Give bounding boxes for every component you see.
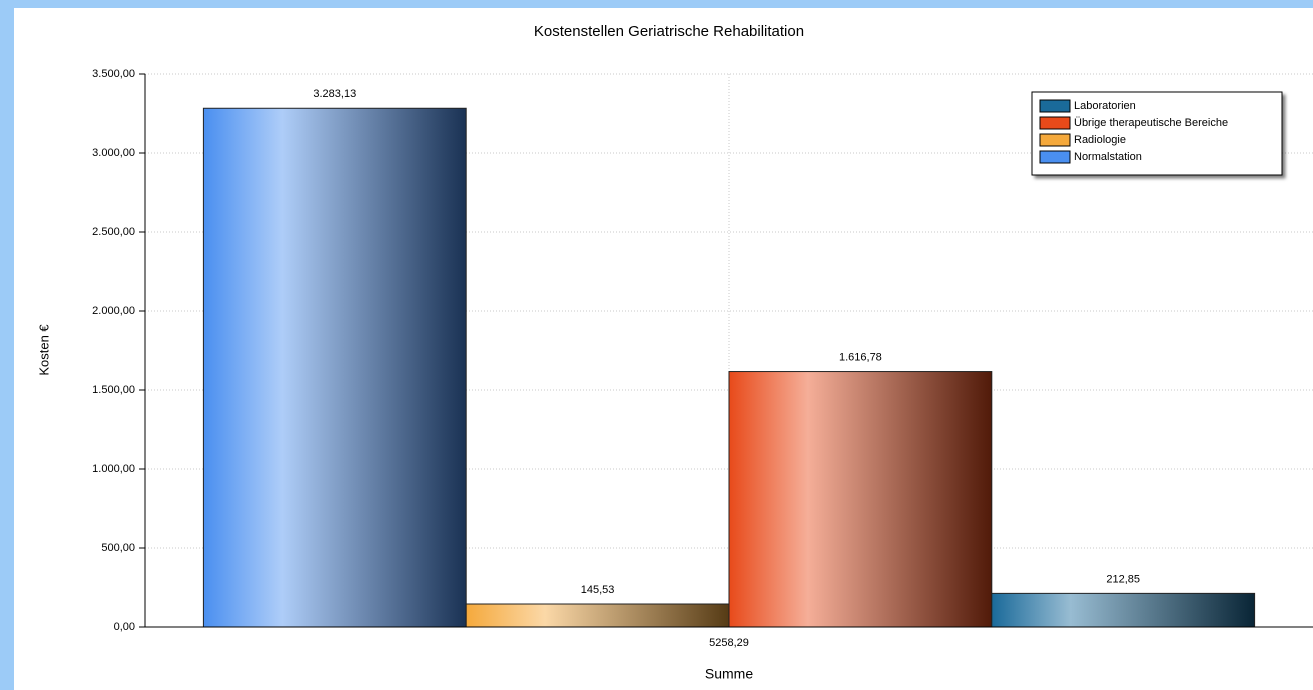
legend-swatch <box>1039 116 1071 130</box>
value-label: 212,85 <box>1106 573 1140 585</box>
value-label: 3.283,13 <box>313 88 356 100</box>
legend-swatch <box>1039 99 1071 113</box>
value-label: 1.616,78 <box>839 351 882 363</box>
y-tick-label: 0,00 <box>114 621 135 633</box>
legend-label: Normalstation <box>1074 151 1142 163</box>
value-label: 145,53 <box>581 584 615 596</box>
bar <box>991 592 1256 628</box>
y-tick-label: 3.000,00 <box>92 147 135 159</box>
y-tick-label: 2.500,00 <box>92 226 135 238</box>
legend-label: Übrige therapeutische Bereiche <box>1074 117 1228 129</box>
y-axis-label: Kosten € <box>36 324 51 376</box>
legend-label: Radiologie <box>1074 134 1126 146</box>
chart-title: Kostenstellen Geriatrische Rehabilitatio… <box>534 23 804 40</box>
bar <box>202 107 467 628</box>
legend-label: Laboratorien <box>1074 100 1136 112</box>
legend-swatch <box>1039 133 1071 147</box>
legend-swatch <box>1039 150 1071 164</box>
y-tick-label: 500,00 <box>101 542 135 554</box>
bar <box>728 371 993 628</box>
y-tick-label: 2.000,00 <box>92 305 135 317</box>
legend-box <box>1031 91 1283 176</box>
bar <box>465 603 730 628</box>
y-tick-label: 3.500,00 <box>92 68 135 80</box>
y-tick-label: 1.000,00 <box>92 463 135 475</box>
x-axis-label: Summe <box>705 666 753 682</box>
y-tick-label: 1.500,00 <box>92 384 135 396</box>
x-tick-label: 5258,29 <box>709 637 749 649</box>
